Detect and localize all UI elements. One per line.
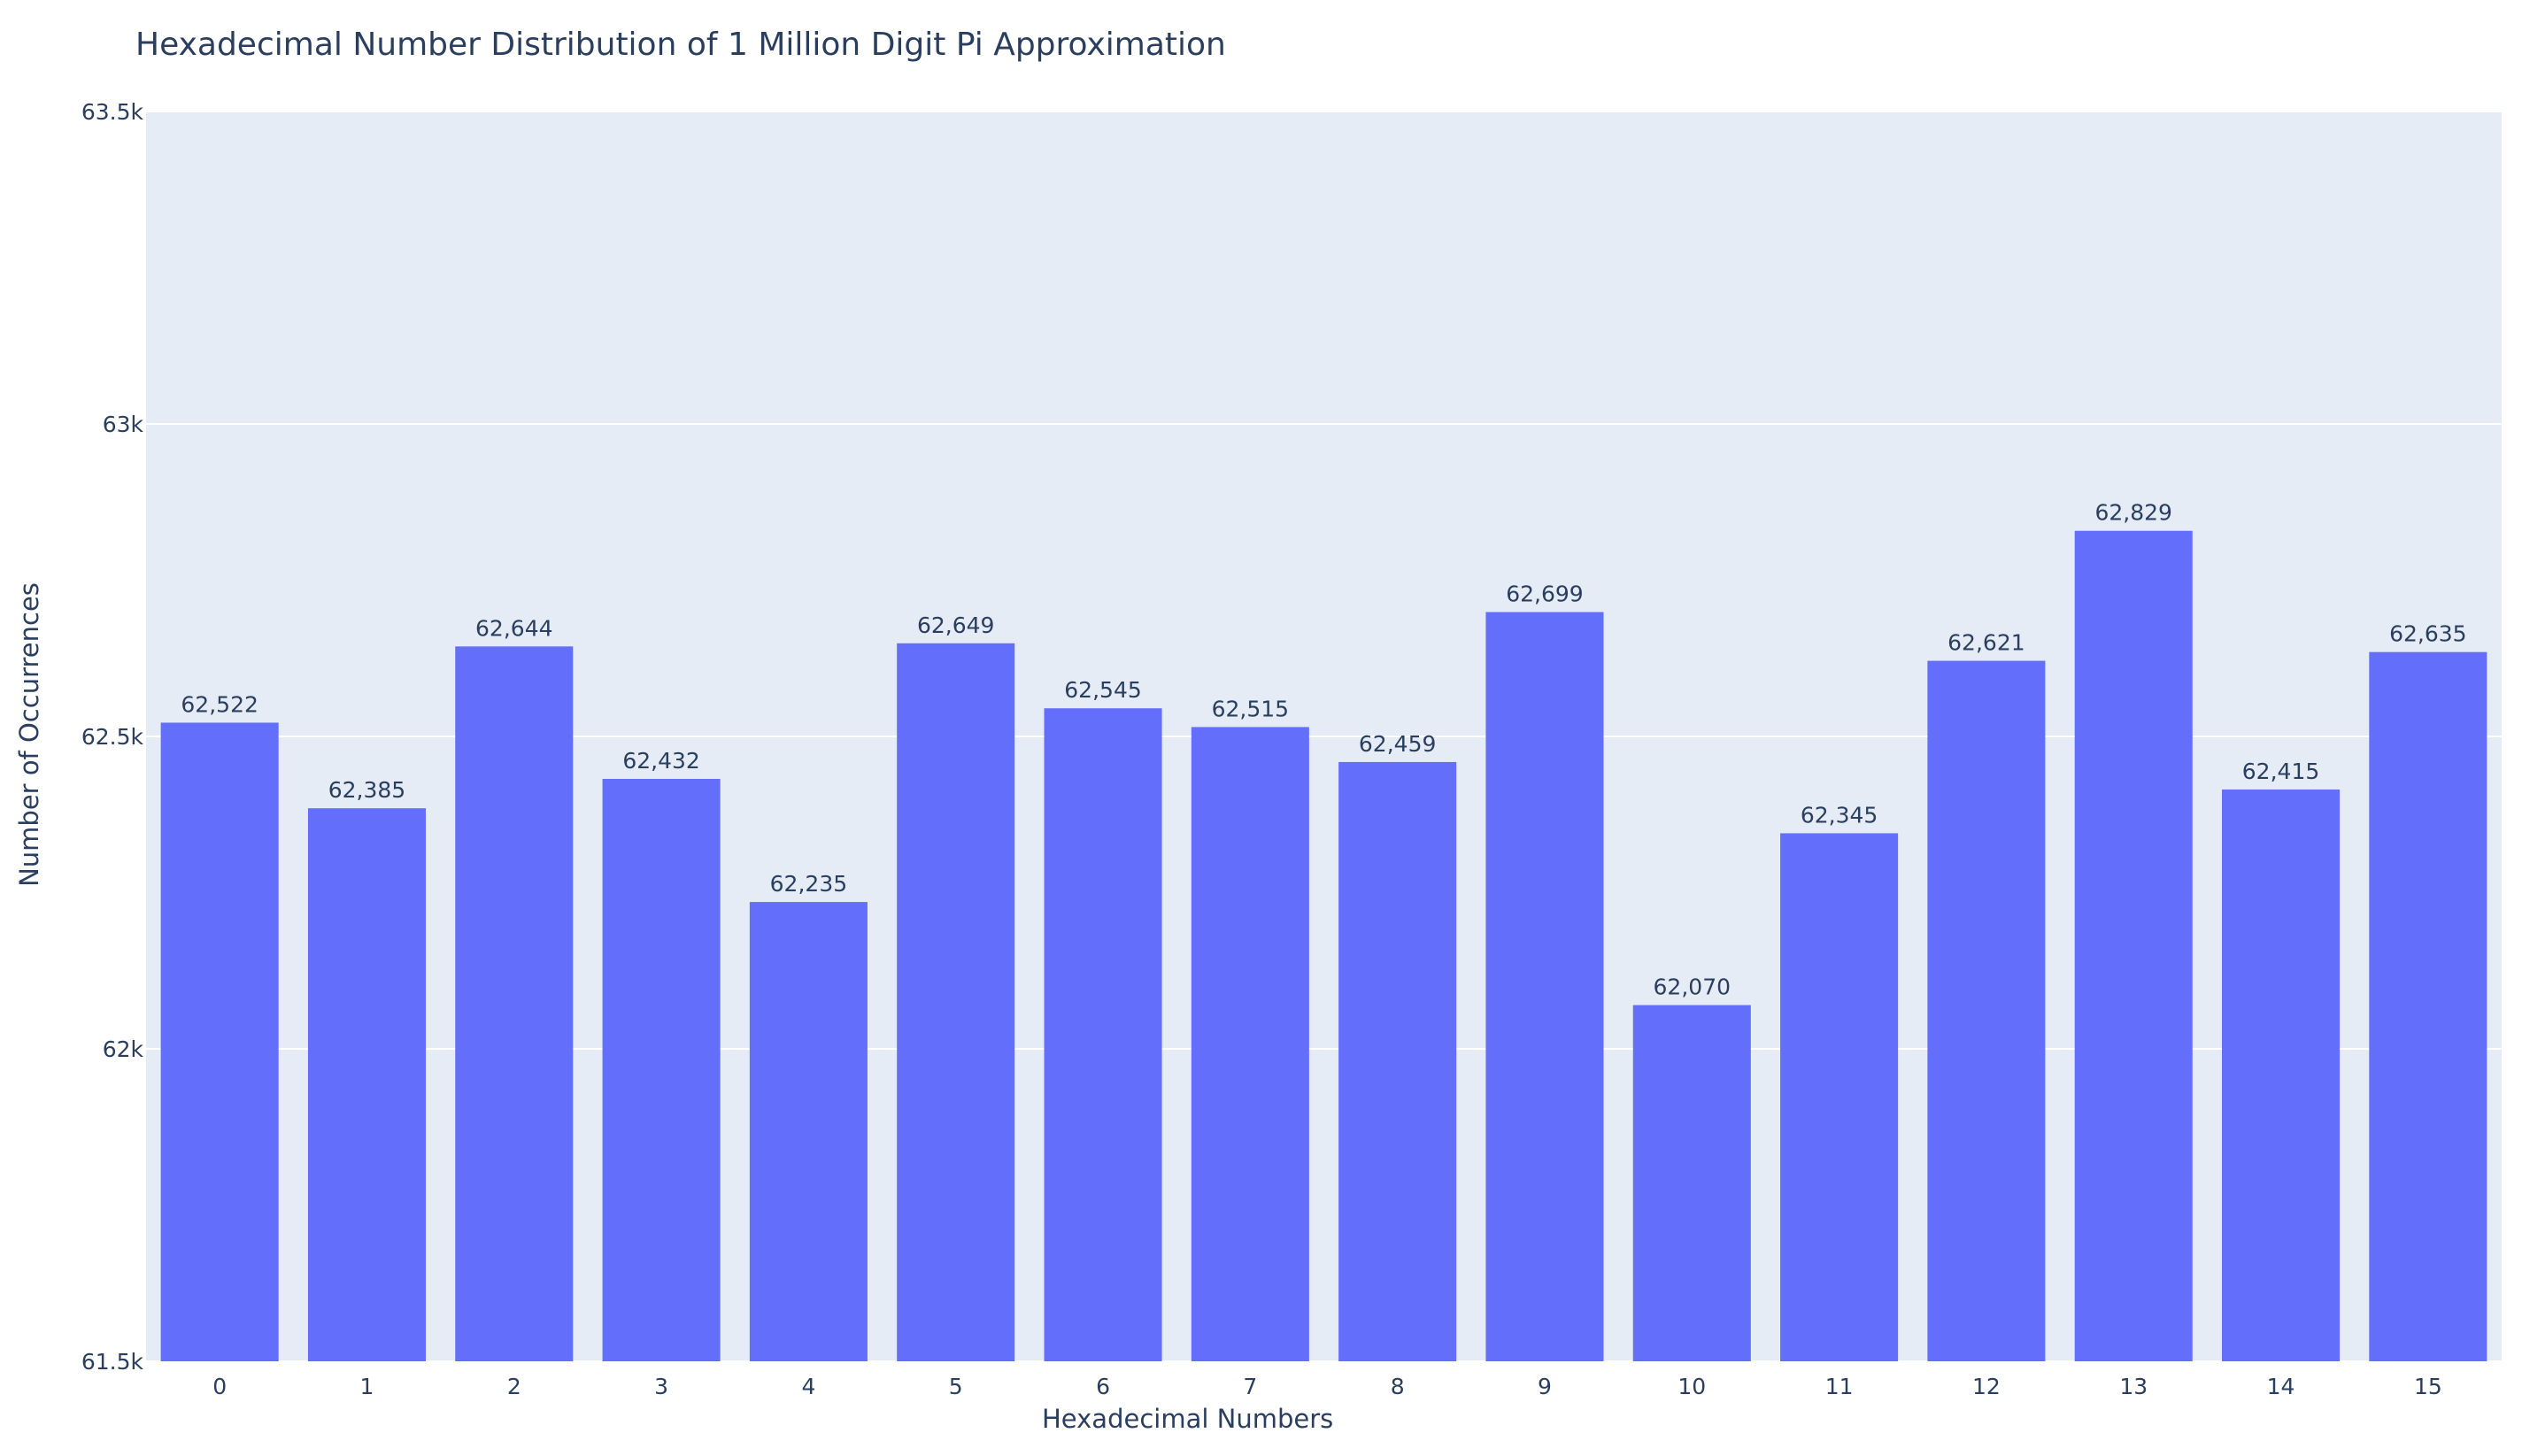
x-tick-label: 10 xyxy=(1677,1374,1706,1399)
chart-title: Hexadecimal Number Distribution of 1 Mil… xyxy=(135,27,1226,63)
x-tick-label: 6 xyxy=(1096,1374,1110,1399)
bar-data-label: 62,235 xyxy=(770,871,847,897)
y-tick-label: 62.5k xyxy=(81,724,144,750)
bar xyxy=(1485,612,1604,1361)
bar-data-label: 62,621 xyxy=(1947,630,2025,656)
bar xyxy=(749,902,868,1361)
x-tick-label: 9 xyxy=(1538,1374,1552,1399)
x-tick-label: 14 xyxy=(2267,1374,2295,1399)
x-tick-label: 11 xyxy=(1825,1374,1854,1399)
x-tick-label: 12 xyxy=(1972,1374,2001,1399)
x-tick-label: 8 xyxy=(1391,1374,1405,1399)
bar xyxy=(1044,708,1162,1361)
x-tick-label: 13 xyxy=(2119,1374,2148,1399)
bar xyxy=(602,779,721,1361)
x-tick-label: 1 xyxy=(360,1374,374,1399)
bar-data-label: 62,345 xyxy=(1801,802,1878,828)
x-tick-label: 2 xyxy=(507,1374,521,1399)
bar-data-label: 62,459 xyxy=(1359,731,1436,757)
y-tick-label: 63k xyxy=(103,412,144,437)
bar xyxy=(1632,1005,1751,1361)
y-tick-label: 62k xyxy=(103,1036,144,1062)
bar-data-label: 62,635 xyxy=(2389,621,2466,647)
x-tick-label: 0 xyxy=(212,1374,227,1399)
bar-data-label: 62,644 xyxy=(475,615,552,641)
bar-data-label: 62,522 xyxy=(181,691,258,717)
x-axis-title: Hexadecimal Numbers xyxy=(1042,1404,1334,1434)
bar xyxy=(455,646,574,1361)
bar xyxy=(897,643,1015,1361)
bar-data-label: 62,649 xyxy=(917,612,994,638)
bar-data-label: 62,829 xyxy=(2094,500,2171,526)
bar-data-label: 62,699 xyxy=(1506,582,1583,607)
bar xyxy=(2222,790,2341,1361)
x-tick-label: 7 xyxy=(1243,1374,1257,1399)
x-tick-label: 4 xyxy=(801,1374,815,1399)
bar xyxy=(160,722,279,1361)
bar-data-label: 62,070 xyxy=(1654,975,1731,1000)
bar-data-label: 62,385 xyxy=(328,777,405,803)
y-tick-label: 61.5k xyxy=(81,1349,144,1375)
bar xyxy=(2369,651,2487,1361)
bar xyxy=(1191,727,1309,1361)
bar-data-label: 62,545 xyxy=(1064,677,1141,703)
bar xyxy=(2074,530,2193,1361)
x-tick-label: 3 xyxy=(654,1374,668,1399)
bar xyxy=(1338,761,1457,1361)
bar-data-label: 62,415 xyxy=(2242,759,2319,784)
x-tick-label: 15 xyxy=(2414,1374,2442,1399)
x-tick-label: 5 xyxy=(949,1374,963,1399)
bar-data-label: 62,432 xyxy=(622,748,699,774)
y-axis-title: Number of Occurrences xyxy=(14,582,44,887)
bar xyxy=(1927,660,2046,1361)
y-tick-label: 63.5k xyxy=(81,99,144,125)
bar xyxy=(1780,833,1899,1361)
bar-data-label: 62,515 xyxy=(1212,696,1289,721)
bar xyxy=(307,808,426,1361)
